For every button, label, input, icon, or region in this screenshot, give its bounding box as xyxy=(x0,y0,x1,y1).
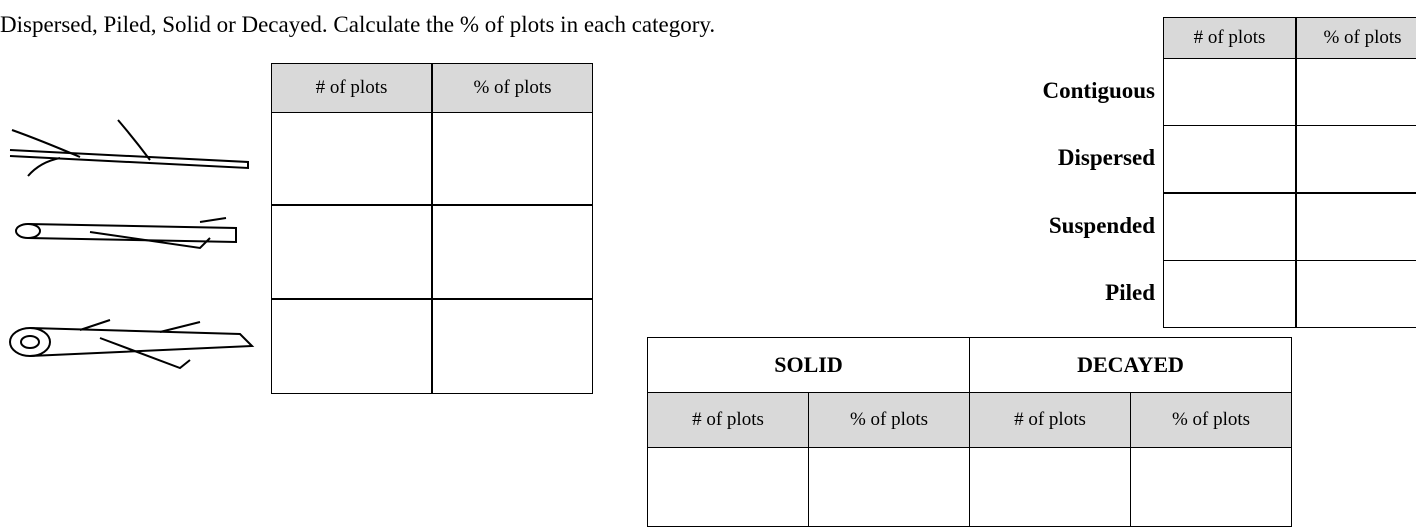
header-cell: % of plots xyxy=(1130,392,1292,448)
blank-cell xyxy=(271,299,432,394)
header-cell: # of plots xyxy=(1163,17,1296,59)
blank-cell xyxy=(1163,125,1296,194)
blank-cell xyxy=(432,299,593,394)
blank-cell xyxy=(1130,447,1292,527)
blank-cell xyxy=(271,112,432,205)
blank-cell xyxy=(969,447,1131,527)
row-label: Suspended xyxy=(1048,212,1155,238)
group-header: SOLID xyxy=(647,337,970,393)
blank-cell xyxy=(1296,125,1416,194)
stick-drawings xyxy=(9,119,255,370)
blank-cell xyxy=(1296,192,1416,261)
header-cell: # of plots xyxy=(969,392,1131,448)
blank-cell xyxy=(1163,192,1296,261)
row-label: Piled xyxy=(1105,279,1155,305)
blank-cell xyxy=(271,205,432,299)
blank-cell xyxy=(1163,259,1296,328)
blank-cell xyxy=(1296,259,1416,328)
blank-cell xyxy=(432,205,593,299)
header-cell: % of plots xyxy=(808,392,970,448)
header-cell: # of plots xyxy=(647,392,809,448)
blank-cell xyxy=(1163,58,1296,126)
blank-cell xyxy=(647,447,809,527)
intro-text: Dispersed, Piled, Solid or Decayed. Calc… xyxy=(0,12,716,37)
blank-cell xyxy=(808,447,970,527)
row-label: Contiguous xyxy=(1042,78,1155,103)
group-header: DECAYED xyxy=(969,337,1292,393)
header-cell: # of plots xyxy=(271,63,432,113)
row-label: Dispersed xyxy=(1057,145,1155,171)
blank-cell xyxy=(1296,58,1416,126)
header-cell: % of plots xyxy=(1296,17,1416,59)
header-cell: % of plots xyxy=(432,63,593,113)
blank-cell xyxy=(432,112,593,205)
